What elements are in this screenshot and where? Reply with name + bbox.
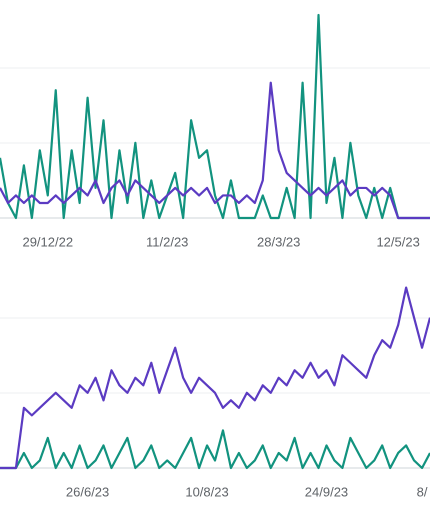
x-tick-label: 24/9/23 — [305, 484, 348, 499]
x-tick-label: 29/12/22 — [22, 234, 73, 249]
x-tick-label: 12/5/23 — [376, 234, 419, 249]
x-tick-label: 28/3/23 — [257, 234, 300, 249]
x-tick-label: 10/8/23 — [185, 484, 228, 499]
x-tick-label: 8/ — [417, 484, 428, 499]
x-tick-label: 11/2/23 — [146, 234, 188, 249]
x-tick-label: 26/6/23 — [66, 484, 109, 499]
series-line — [0, 13, 430, 220]
series-line — [0, 429, 430, 470]
series-line — [0, 81, 430, 220]
series-line — [0, 286, 430, 470]
